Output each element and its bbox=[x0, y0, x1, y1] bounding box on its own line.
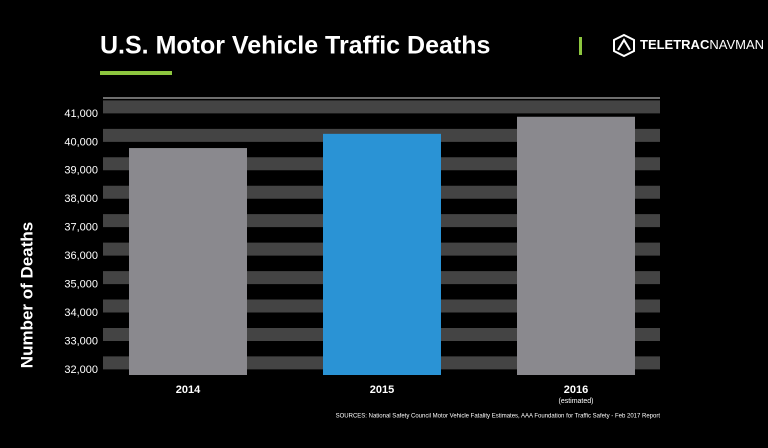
x-tick-label: 2016 bbox=[564, 384, 588, 396]
y-tick-label: 34,000 bbox=[64, 307, 98, 319]
chart-title: U.S. Motor Vehicle Traffic Deaths bbox=[100, 32, 490, 60]
logo-text: TELETRACNAVMAN bbox=[640, 37, 764, 52]
bar bbox=[129, 148, 247, 375]
y-tick-label: 32,000 bbox=[64, 364, 98, 376]
divider bbox=[579, 37, 582, 55]
y-tick-label: 39,000 bbox=[64, 165, 98, 177]
y-tick-label: 36,000 bbox=[64, 250, 98, 262]
y-tick-label: 40,000 bbox=[64, 136, 98, 148]
y-tick-label: 35,000 bbox=[64, 278, 98, 290]
logo-icon bbox=[613, 33, 635, 58]
logo-second: NAVMAN bbox=[709, 37, 764, 52]
category-note: (estimated) bbox=[558, 398, 593, 405]
y-axis-label: Number of Deaths bbox=[17, 222, 36, 368]
x-tick-label: 2015 bbox=[370, 384, 394, 396]
source-note: SOURCES: National Safety Council Motor V… bbox=[336, 414, 661, 420]
y-tick-label: 33,000 bbox=[64, 335, 98, 347]
title-underline bbox=[100, 71, 172, 75]
bar bbox=[323, 133, 441, 375]
x-tick-label: 2014 bbox=[176, 384, 201, 396]
logo-first: TELETRAC bbox=[640, 37, 710, 52]
bar bbox=[517, 116, 635, 375]
y-tick-label: 38,000 bbox=[64, 193, 98, 205]
y-tick-label: 37,000 bbox=[64, 222, 98, 234]
y-tick-label: 41,000 bbox=[64, 108, 98, 120]
